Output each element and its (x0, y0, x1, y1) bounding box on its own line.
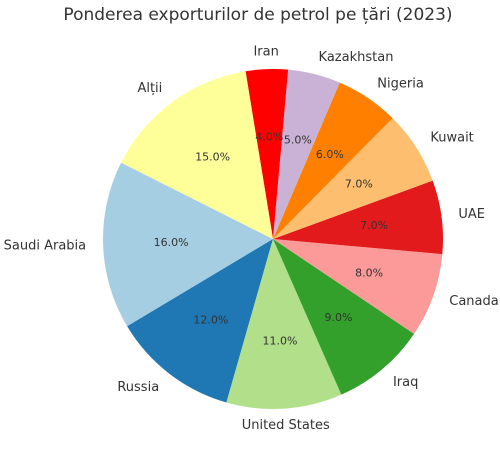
slice-united-states (226, 239, 342, 410)
percent-label-kazakhstan: 5.0% (284, 134, 312, 147)
percent-label-uae: 7.0% (360, 219, 388, 232)
category-label-kazakhstan: Kazakhstan (319, 50, 394, 65)
percent-label-russia: 12.0% (193, 313, 228, 326)
percent-label-iraq: 9.0% (324, 311, 352, 324)
category-label-nigeria: Nigeria (377, 76, 424, 91)
category-label-saudi-arabia: Saudi Arabia (4, 238, 87, 253)
category-label-kuwait: Kuwait (430, 130, 473, 145)
percent-labels: 16.0% 12.0% 11.0% 9.0% 8.0% 7.0% 7.0% 6.0% 5.0%4… (154, 131, 389, 348)
category-label-al-ii: Alții (137, 81, 162, 96)
chart-title: Ponderea exporturilor de petrol pe țări … (63, 5, 452, 25)
pie-slices (103, 68, 444, 410)
slice-kuwait (273, 118, 433, 239)
slice-iran (245, 68, 289, 239)
percent-label-united-states: 11.0% (262, 334, 297, 347)
category-label-russia: Russia (117, 380, 159, 395)
percent-label-nigeria: 6.0% (316, 148, 344, 161)
slice-russia (127, 239, 273, 403)
slice-canada (273, 239, 443, 334)
slice-saudi-arabia (103, 162, 273, 327)
percent-label-kuwait: 7.0% (345, 177, 373, 190)
slice-uae (273, 180, 444, 255)
category-label-iran: Iran (253, 45, 278, 60)
percent-label-canada: 8.0% (355, 267, 383, 280)
percent-label-iran: 4.0% (255, 131, 283, 144)
slice-kazakhstan (273, 69, 340, 239)
slice-nigeria (273, 82, 393, 239)
category-label-iraq: Iraq (393, 375, 418, 390)
percent-label-saudi-arabia: 16.0% (154, 236, 189, 249)
category-label-canada: Canada (449, 294, 498, 309)
category-labels: Saudi Arabia Russia United States Iraq Canad… (4, 45, 499, 433)
percent-label-al-ii: 15.0% (195, 150, 230, 163)
category-label-uae: UAE (458, 207, 485, 222)
slice-al-ii (121, 71, 273, 239)
slice-iraq (273, 239, 415, 395)
category-label-united-states: United States (242, 418, 330, 433)
